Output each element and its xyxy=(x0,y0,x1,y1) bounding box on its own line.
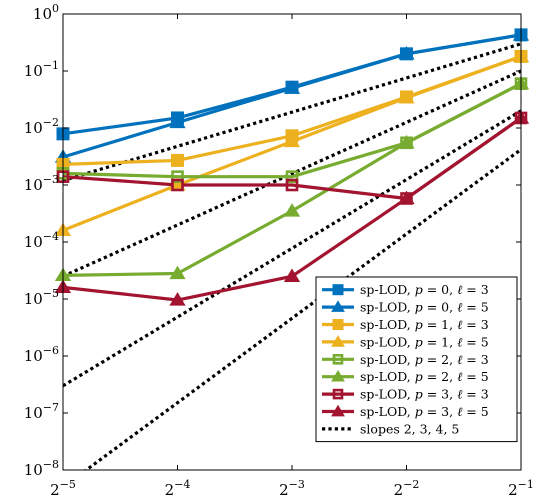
reference-line-slope-2 xyxy=(63,42,521,183)
y-tick-label: 10−8 xyxy=(24,458,59,479)
legend-entry-sp-lod-p-2-5: sp-LOD, p = 2, ℓ = 5 xyxy=(322,369,489,384)
legend-label: sp-LOD, p = 3, ℓ = 3 xyxy=(360,387,489,402)
legend-entry-sp-lod-p-0-3: sp-LOD, p = 0, ℓ = 3 xyxy=(322,282,489,297)
legend-swatch-marker xyxy=(331,369,345,382)
legend-swatch-marker xyxy=(331,404,345,417)
legend-entry-sp-lod-p-0-5: sp-LOD, p = 0, ℓ = 5 xyxy=(322,300,489,315)
reference-line-slope-3 xyxy=(63,69,521,278)
x-tick-label: 2−4 xyxy=(165,478,191,499)
y-tick-label: 10−7 xyxy=(24,401,59,422)
data-point-sp-lod-p-3-3-1 xyxy=(171,178,184,192)
legend-label: sp-LOD, p = 2, ℓ = 5 xyxy=(360,369,489,384)
data-point-sp-lod-p-3-5-1 xyxy=(169,292,186,306)
legend: sp-LOD, p = 0, ℓ = 3 sp-LOD, p = 0, ℓ = 5… xyxy=(315,276,518,443)
x-tick-label: 2−5 xyxy=(50,478,76,499)
y-tick-label: 10−2 xyxy=(24,116,59,137)
legend-swatch-marker xyxy=(331,300,345,312)
legend-entry-sp-lod-p-1-3: sp-LOD, p = 1, ℓ = 3 xyxy=(322,317,489,332)
data-point-sp-lod-p-1-5-3 xyxy=(398,89,415,104)
data-point-sp-lod-p-1-5-2 xyxy=(283,133,301,148)
legend-label: sp-LOD, p = 0, ℓ = 3 xyxy=(360,282,489,297)
y-tick-label: 10−6 xyxy=(24,344,59,365)
data-point-sp-lod-p-3-5-3 xyxy=(398,190,415,205)
series-group xyxy=(63,33,521,302)
y-tick-label: 10−1 xyxy=(24,59,59,80)
data-point-sp-lod-p-3-3-2 xyxy=(285,178,299,192)
y-tick-label: 100 xyxy=(33,2,59,23)
x-tick-label: 2−2 xyxy=(394,478,420,499)
legend-label: sp-LOD, p = 3, ℓ = 5 xyxy=(360,404,489,419)
y-tick-label: 10−4 xyxy=(24,230,59,251)
legend-entry-sp-lod-p-3-3: sp-LOD, p = 3, ℓ = 3 xyxy=(322,387,489,402)
data-point-sp-lod-p-2-5-3 xyxy=(398,134,415,149)
reference-line-slope-5 xyxy=(83,148,521,470)
x-tick-label: 2−3 xyxy=(279,478,305,499)
data-point-sp-lod-p-0-5-1 xyxy=(169,114,186,129)
data-point-sp-lod-p-3-5-2 xyxy=(283,268,301,282)
data-point-sp-lod-p-2-3-2 xyxy=(285,170,299,183)
y-tick-label: 10−5 xyxy=(24,287,59,308)
legend-swatch-marker xyxy=(332,319,344,330)
markers-group xyxy=(54,27,530,306)
legend-label: sp-LOD, p = 0, ℓ = 5 xyxy=(360,300,489,315)
legend-label: sp-LOD, p = 2, ℓ = 3 xyxy=(360,352,489,367)
legend-swatch-marker xyxy=(332,284,344,296)
data-point-sp-lod-p-0-5-3 xyxy=(398,45,415,60)
legend-swatch-marker xyxy=(331,335,345,347)
data-point-sp-lod-p-1-3-1 xyxy=(171,153,184,167)
legend-swatch-marker xyxy=(332,353,344,365)
legend-label: sp-LOD, p = 1, ℓ = 5 xyxy=(360,334,489,349)
y-tick-label: 10−3 xyxy=(24,173,59,194)
legend-label: slopes 2, 3, 4, 5 xyxy=(360,421,459,436)
data-point-sp-lod-p-2-3-1 xyxy=(171,170,184,183)
legend-entry-sp-lod-p-3-5: sp-LOD, p = 3, ℓ = 5 xyxy=(322,404,489,419)
data-point-sp-lod-p-2-5-1 xyxy=(169,265,186,280)
legend-entry-sp-lod-p-1-5: sp-LOD, p = 1, ℓ = 5 xyxy=(322,334,489,349)
data-point-sp-lod-p-0-5-2 xyxy=(283,80,301,94)
axis-ticks: 10−8 10−7 10−6 10−5 10−4 10−3 10−2 10−1 100 2−5 2−… xyxy=(24,2,533,499)
data-point-sp-lod-p-2-5-2 xyxy=(283,203,301,217)
legend-entry-slopes: slopes 2, 3, 4, 5 xyxy=(322,421,459,436)
legend-entry-sp-lod-p-2-3: sp-LOD, p = 2, ℓ = 3 xyxy=(322,352,489,367)
x-tick-label: 2−1 xyxy=(508,478,533,499)
reference-slope-lines xyxy=(63,42,521,470)
series-line-sp-lod-p-1-3 xyxy=(63,54,521,166)
legend-label: sp-LOD, p = 1, ℓ = 3 xyxy=(360,317,489,332)
legend-swatch-marker xyxy=(332,388,344,400)
